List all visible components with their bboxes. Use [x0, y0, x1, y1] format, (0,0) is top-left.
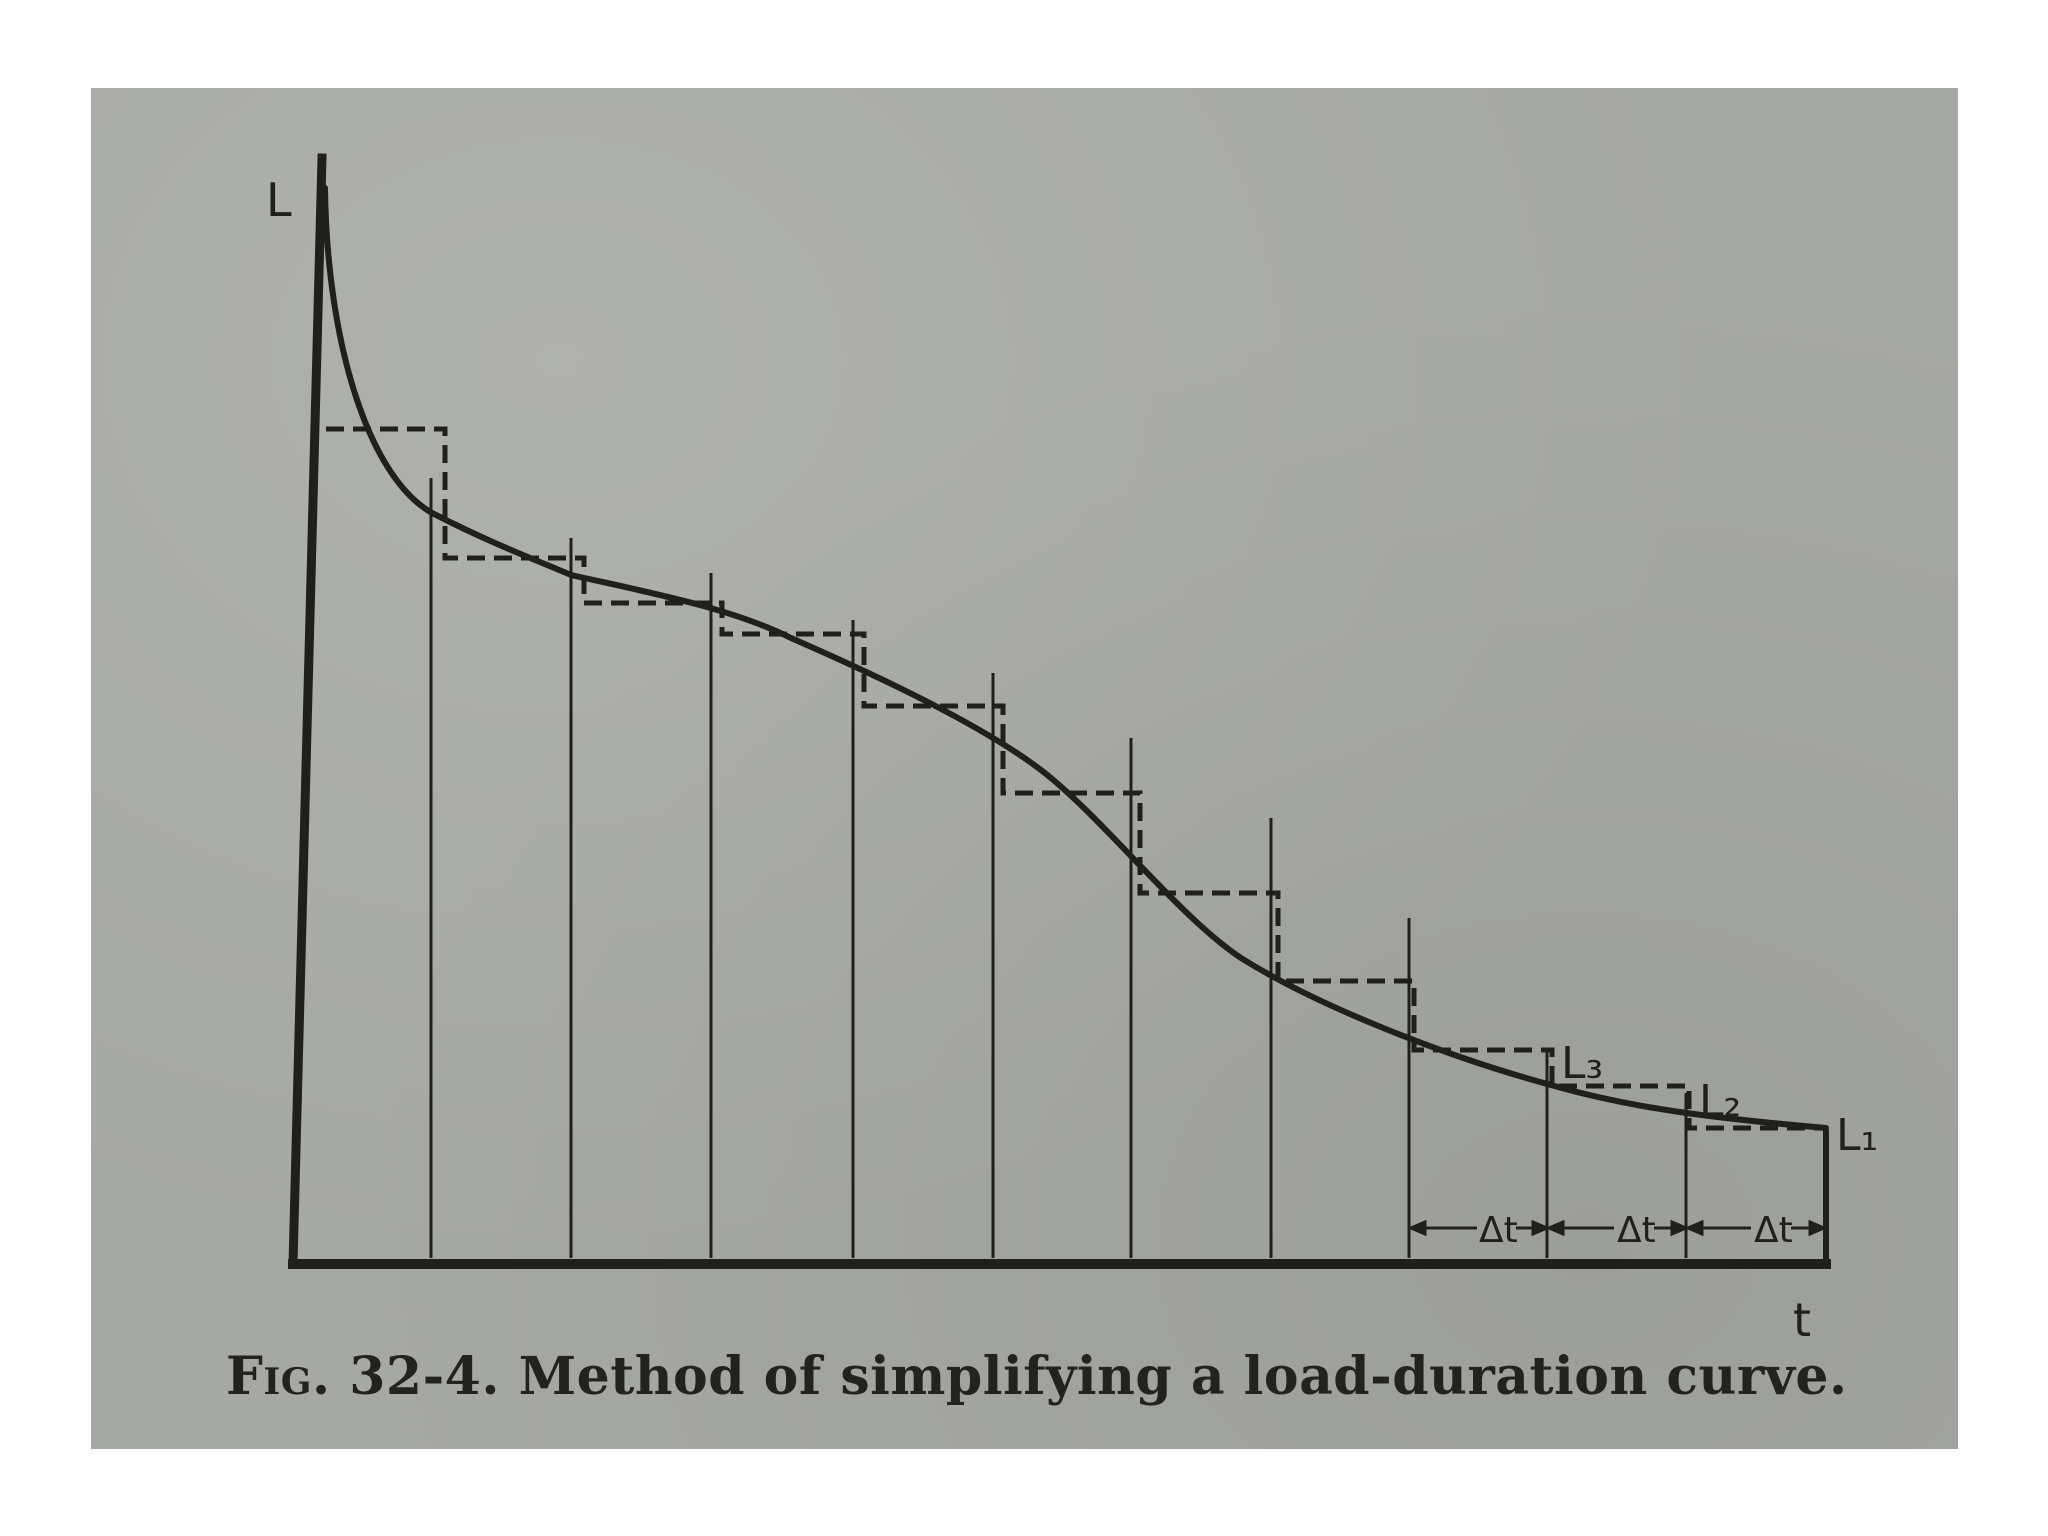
y-axis — [288, 153, 327, 1269]
label-l2: L₂ — [1699, 1076, 1741, 1127]
figure-caption: Fig. 32-4. Method of simplifying a load-… — [226, 1346, 1926, 1407]
delta-t-label-2: Δt — [1617, 1210, 1656, 1251]
y-axis-label: L — [266, 173, 292, 227]
label-l1: L₁ — [1836, 1110, 1878, 1161]
interval-lines — [429, 478, 1688, 1258]
axes — [288, 153, 1831, 1269]
figure-photo: L t L₃ L₂ L₁ Δt Δt Δt Fig. 32-4. Method … — [91, 88, 1958, 1449]
load-duration-curve — [322, 185, 1829, 1131]
x-axis-label: t — [1793, 1293, 1811, 1347]
load-duration-diagram: L t L₃ L₂ L₁ Δt Δt Δt — [266, 153, 1878, 1347]
caption-text: Method of simplifying a load-duration cu… — [518, 1346, 1848, 1407]
step-approximation — [326, 426, 1826, 1131]
delta-t-label-1: Δt — [1479, 1210, 1518, 1251]
label-l3: L₃ — [1561, 1038, 1603, 1089]
delta-t-label-3: Δt — [1754, 1210, 1793, 1251]
caption-prefix: Fig. 32-4. — [226, 1346, 500, 1407]
delta-t-dimensions — [1407, 1219, 1828, 1237]
